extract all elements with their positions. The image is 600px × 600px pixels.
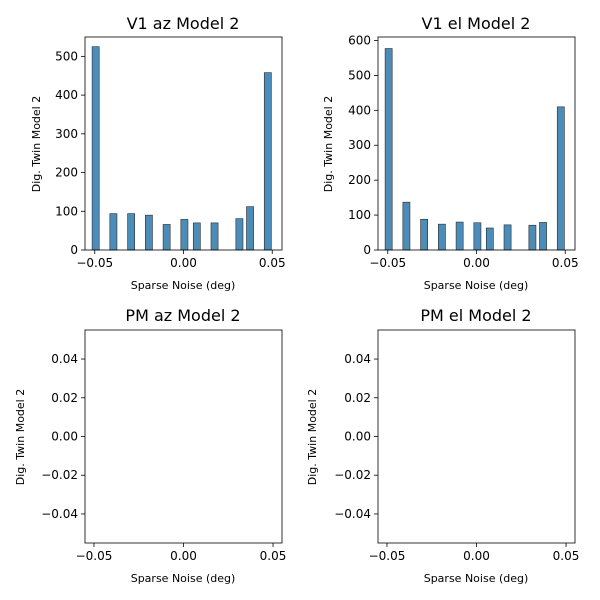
histogram-bar xyxy=(162,224,171,251)
y-tick-label: 400 xyxy=(348,103,371,117)
y-tick-label: 500 xyxy=(55,49,78,63)
histogram-bar xyxy=(263,72,272,251)
x-tick-label: 0.00 xyxy=(463,549,490,563)
histogram-bar xyxy=(485,227,494,251)
plot-frame xyxy=(377,36,576,251)
panel-title: PM el Model 2 xyxy=(420,306,531,325)
y-tick-label: −0.04 xyxy=(41,507,78,521)
histogram-bar xyxy=(402,201,411,251)
y-axis-label: Dig. Twin Model 2 xyxy=(306,389,319,485)
y-tick-label: 300 xyxy=(348,138,371,152)
plot-frame xyxy=(84,36,283,251)
panel-title: PM az Model 2 xyxy=(125,306,240,325)
panel-title: V1 az Model 2 xyxy=(127,14,240,33)
y-axis-label: Dig. Twin Model 2 xyxy=(322,96,335,192)
y-tick-label: 0 xyxy=(70,243,78,257)
y-tick-label: 200 xyxy=(55,166,78,180)
y-tick-label: 400 xyxy=(55,88,78,102)
y-tick-label: −0.02 xyxy=(41,468,78,482)
histogram-bar xyxy=(420,218,428,251)
x-tick-label: 0.05 xyxy=(260,549,287,563)
y-tick-label: 0 xyxy=(363,243,371,257)
panel-v1-el: V1 el Model 2 Sparse Noise (deg) Dig. Tw… xyxy=(322,14,579,292)
y-tick-label: 0.04 xyxy=(344,352,371,366)
x-tick-label: 0.05 xyxy=(553,549,580,563)
y-tick-label: 100 xyxy=(55,204,78,218)
histogram-bar xyxy=(109,213,118,251)
x-tick-label: 0.00 xyxy=(170,549,197,563)
histogram-bar xyxy=(246,206,254,251)
histogram-bar xyxy=(556,106,565,251)
y-axis-label: Dig. Twin Model 2 xyxy=(30,96,43,192)
x-tick-label: −0.05 xyxy=(76,256,113,270)
y-tick-label: 0.02 xyxy=(344,391,371,405)
x-axis-label: Sparse Noise (deg) xyxy=(424,572,529,585)
histogram-bar xyxy=(438,223,446,251)
x-tick-label: −0.05 xyxy=(369,256,406,270)
histogram-bar xyxy=(91,46,100,251)
x-tick-label: −0.05 xyxy=(369,549,406,563)
y-tick-label: 500 xyxy=(348,68,371,82)
panel-title: V1 el Model 2 xyxy=(422,14,531,33)
histogram-bar xyxy=(503,224,512,251)
y-tick-label: 200 xyxy=(348,173,371,187)
histogram-bar xyxy=(473,222,482,251)
histogram-bar xyxy=(539,222,547,251)
histogram-bar xyxy=(180,219,189,251)
y-tick-label: 300 xyxy=(55,127,78,141)
y-tick-label: 0.04 xyxy=(51,352,78,366)
y-tick-label: 0.00 xyxy=(344,430,371,444)
plot-frame xyxy=(84,329,283,544)
x-tick-label: 0.00 xyxy=(170,256,197,270)
panel-v1-az: V1 az Model 2 Sparse Noise (deg) Dig. Tw… xyxy=(30,14,286,292)
y-tick-label: 0.00 xyxy=(51,430,78,444)
x-axis-label: Sparse Noise (deg) xyxy=(131,572,236,585)
histogram-bar xyxy=(127,213,135,251)
plot-frame xyxy=(377,329,576,544)
y-tick-label: −0.02 xyxy=(334,468,371,482)
histogram-bar xyxy=(145,214,153,251)
x-tick-label: 0.00 xyxy=(463,256,490,270)
histogram-bar xyxy=(192,222,201,251)
x-axis-label: Sparse Noise (deg) xyxy=(424,279,529,292)
x-tick-label: −0.05 xyxy=(76,549,113,563)
x-tick-label: 0.05 xyxy=(552,256,579,270)
x-axis-label: Sparse Noise (deg) xyxy=(131,279,236,292)
panel-pm-az: PM az Model 2 Sparse Noise (deg) Dig. Tw… xyxy=(14,306,286,585)
y-tick-label: 600 xyxy=(348,33,371,47)
histogram-bar xyxy=(235,218,244,251)
panel-pm-el: PM el Model 2 Sparse Noise (deg) Dig. Tw… xyxy=(306,306,579,585)
y-tick-label: −0.04 xyxy=(334,507,371,521)
y-tick-label: 0.02 xyxy=(51,391,78,405)
y-axis-label: Dig. Twin Model 2 xyxy=(14,389,27,485)
y-tick-label: 100 xyxy=(348,208,371,222)
histogram-bar xyxy=(384,48,393,251)
histogram-bar xyxy=(528,224,537,251)
x-tick-label: 0.05 xyxy=(259,256,286,270)
histogram-bar xyxy=(455,221,464,251)
histogram-bar xyxy=(210,222,219,251)
